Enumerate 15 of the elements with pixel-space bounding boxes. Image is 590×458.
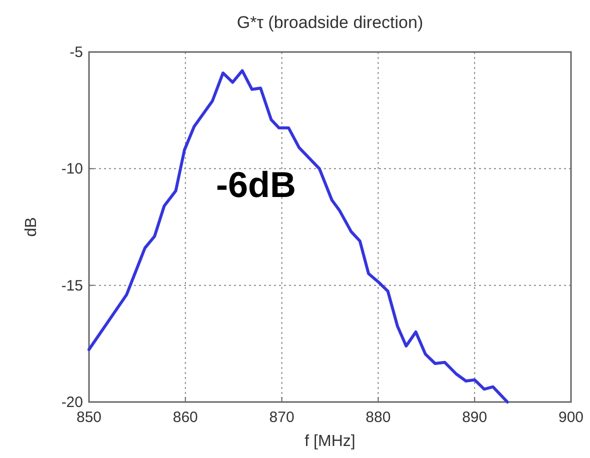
x-axis-title: f [MHz]: [304, 433, 356, 450]
y-tick-label: -20: [61, 394, 83, 411]
y-tick-label: -10: [61, 160, 83, 178]
x-tick-label: 850: [76, 409, 102, 426]
x-tick-label: 870: [269, 409, 294, 426]
x-tick-label: 880: [366, 409, 391, 426]
x-tick-label: 860: [172, 409, 198, 426]
y-axis-title: dB: [23, 217, 40, 237]
x-tick-label: 890: [462, 409, 488, 426]
y-tick-label: -5: [70, 44, 83, 61]
chart-title: G*τ (broadside direction): [236, 13, 424, 32]
line-series: [88, 69, 509, 404]
y-tick-label: -15: [61, 277, 83, 294]
x-tick-label: 900: [558, 409, 584, 426]
annotation: -6dB: [216, 164, 296, 205]
